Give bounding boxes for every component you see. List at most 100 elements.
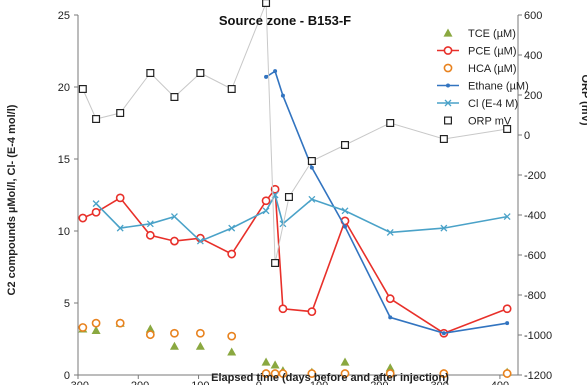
series-orp-mv (78, 0, 512, 268)
data-point-orp-mv (92, 114, 101, 123)
data-point-pce-m (261, 196, 271, 206)
legend-label-pce-m: PCE (µM) (468, 46, 517, 58)
chart-title: Source zone - B153-F (219, 13, 351, 28)
data-point-hca-m (227, 331, 237, 341)
data-point-hca-m (439, 369, 449, 378)
y2-axis-title: ORP (mV) (579, 74, 587, 125)
data-point-hca-m (78, 323, 88, 332)
x-tick-label: -200 (127, 380, 149, 385)
legend-label-orp-mv: ORP mV (468, 116, 512, 128)
x-axis-title: Elapsed time (days before and after inje… (211, 372, 449, 384)
data-point-pce-m (91, 207, 101, 217)
legend: TCE (µM) PCE (µM) HCA (µM) Ethane (µM) Cl (E… (437, 28, 529, 128)
legend-item-ethane-m: Ethane (µM) (437, 81, 529, 93)
data-point-tce-m (195, 341, 205, 350)
data-point-hca-m (502, 369, 512, 378)
legend-item-hca-m: HCA (µM) (443, 63, 517, 75)
data-point-pce-m (145, 230, 155, 240)
data-point-hca-m (261, 369, 271, 378)
y2-tick-label: -400 (524, 210, 546, 222)
data-point-ethane-m (273, 69, 278, 74)
legend-marker-ethane-m (446, 83, 450, 88)
legend-label-tce-m: TCE (µM) (468, 28, 516, 40)
y2-tick-label: 0 (524, 130, 530, 142)
x-tick-label: 200 (370, 380, 388, 385)
legend-item-cl-e-4-m: Cl (E-4 M) (437, 98, 518, 110)
series-line-ethane-m (265, 69, 508, 335)
data-point-cl-e-4-m (196, 237, 204, 245)
data-point-ethane-m (505, 321, 510, 326)
legend-label-ethane-m: Ethane (µM) (468, 81, 529, 93)
data-point-cl-e-4-m (341, 207, 349, 215)
data-point-orp-mv (227, 84, 236, 93)
data-point-pce-m (385, 294, 395, 304)
data-point-tce-m (91, 325, 101, 334)
y2-tick-label: -600 (524, 250, 546, 262)
data-point-cl-e-4-m (386, 228, 394, 236)
y2-tick-label: -800 (524, 290, 546, 302)
data-point-tce-m (261, 357, 271, 366)
y-tick-label: 0 (64, 370, 70, 382)
data-point-hca-m (91, 318, 101, 328)
data-point-orp-mv (341, 141, 350, 150)
y-axis-title: C2 compounds µMol/l, Cl- (E-4 mol/l) (6, 104, 18, 295)
data-point-orp-mv (170, 92, 179, 101)
series-ethane-m (264, 69, 510, 336)
legend-marker-hca-m (443, 63, 453, 73)
x-tick-label: 100 (310, 380, 328, 385)
legend-marker-cl-e-4-m (444, 99, 452, 107)
data-point-tce-m (270, 360, 280, 369)
data-point-pce-m (270, 184, 280, 194)
data-point-tce-m (227, 347, 237, 356)
x-tick-label: -300 (67, 380, 89, 385)
data-point-pce-m (227, 249, 237, 259)
legend-label-cl-e-4-m: Cl (E-4 M) (468, 98, 518, 110)
data-point-cl-e-4-m (92, 200, 100, 208)
data-point-orp-mv (262, 0, 271, 8)
data-point-hca-m (385, 369, 395, 378)
legend-label-hca-m: HCA (µM) (468, 63, 517, 75)
data-point-orp-mv (146, 68, 155, 77)
data-point-cl-e-4-m (262, 207, 270, 215)
plot-frame: -300-200-10001002003004000510152025-1200… (58, 10, 552, 385)
data-point-tce-m (340, 357, 350, 366)
y-tick-label: 20 (58, 82, 70, 94)
data-point-tce-m (385, 363, 395, 372)
data-point-tce-m (145, 324, 155, 333)
x-tick-label: -100 (188, 380, 210, 385)
data-point-orp-mv (503, 124, 512, 133)
data-point-ethane-m (388, 315, 393, 320)
legend-marker-orp-mv (444, 116, 453, 125)
legend-item-tce-m: TCE (µM) (443, 28, 516, 40)
data-point-cl-e-4-m (116, 224, 124, 232)
legend-item-pce-m: PCE (µM) (437, 46, 517, 58)
data-point-pce-m (115, 193, 125, 203)
data-point-orp-mv (439, 135, 448, 144)
data-point-hca-m (278, 369, 288, 378)
data-point-cl-e-4-m (146, 220, 154, 228)
data-point-orp-mv (284, 193, 293, 202)
data-point-ethane-m (309, 165, 314, 170)
data-point-hca-m (170, 328, 179, 338)
legend-marker-tce-m (443, 28, 453, 37)
y2-tick-label: 200 (524, 90, 542, 102)
data-point-cl-e-4-m (440, 224, 448, 232)
data-point-hca-m (307, 369, 317, 378)
data-point-orp-mv (307, 157, 316, 166)
data-point-orp-mv (196, 68, 205, 77)
data-point-cl-e-4-m (228, 224, 236, 232)
y-tick-label: 10 (58, 226, 70, 238)
y-tick-label: 15 (58, 154, 70, 166)
data-point-orp-mv (386, 118, 395, 127)
data-point-ethane-m (264, 74, 269, 79)
series-hca-m (78, 318, 512, 378)
y2-tick-label: 400 (524, 50, 542, 62)
data-point-ethane-m (441, 331, 446, 336)
data-point-pce-m (307, 307, 317, 317)
data-point-hca-m (195, 328, 205, 338)
y-tick-label: 25 (58, 10, 70, 22)
series-cl-e-4-m (92, 191, 511, 245)
